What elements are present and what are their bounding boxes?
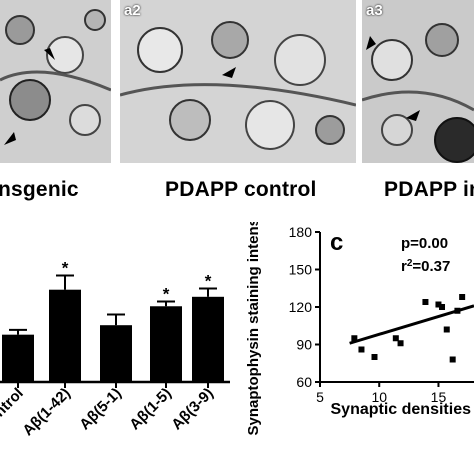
y-tick-label: 150: [289, 262, 313, 278]
panel-tag-a2: a2: [124, 2, 141, 19]
em-texture-transgenic: [0, 0, 111, 163]
em-panel-transgenic: [0, 0, 111, 163]
caption-transgenic: nsgenic: [0, 178, 79, 201]
data-point: [454, 307, 461, 314]
x-tick-label: 5: [316, 389, 324, 405]
caption-pdapp-control: PDAPP control: [165, 178, 317, 201]
bar: [192, 296, 224, 382]
bar: [2, 334, 34, 382]
y-tick-label: 180: [289, 224, 313, 240]
data-point: [397, 340, 404, 347]
scatter-y-axis-label: Synaptophysin staining intensity: [245, 222, 262, 436]
data-point: [392, 335, 399, 342]
bar-chart: ntrol * Aβ(1-42) Aβ(5-1) * Aβ(1-5) * Aβ(3-9): [0, 259, 230, 439]
bar: [150, 306, 182, 382]
x-tick-label: 10: [371, 389, 387, 405]
data-point: [435, 301, 442, 308]
em-texture-pdapp-treated: [362, 0, 474, 163]
bar-category-label: ntrol: [0, 385, 27, 421]
y-tick-label: 60: [296, 374, 312, 390]
data-point: [443, 326, 450, 333]
data-point: [351, 335, 358, 342]
significance-star: *: [205, 272, 212, 291]
trendline: [349, 304, 474, 345]
panel-tag-a3: a3: [366, 2, 383, 19]
bar-category-label: Aβ(1-42): [19, 385, 73, 439]
data-point: [459, 294, 466, 300]
significance-star: *: [62, 259, 69, 278]
em-panel-pdapp-control: a2: [120, 0, 356, 163]
em-texture-pdapp-control: [120, 0, 356, 163]
stat-p-value: p=0.00: [401, 235, 448, 252]
data-point: [449, 356, 456, 363]
y-tick-label: 120: [289, 299, 313, 315]
caption-pdapp-treated: PDAPP in: [384, 178, 474, 201]
em-panel-pdapp-treated: a3: [362, 0, 474, 163]
bar-category-label: Aβ(5-1): [76, 385, 125, 434]
scatter-x-axis-label: Synaptic densities: [331, 401, 472, 418]
panel-label-c: c: [330, 229, 343, 256]
data-point: [422, 299, 429, 305]
bar: [100, 325, 132, 382]
x-tick-label: 15: [431, 389, 447, 405]
data-point: [439, 304, 446, 310]
bar-category-label: Aβ(1-5): [126, 385, 175, 434]
bar-category-label: Aβ(3-9): [168, 385, 217, 434]
data-point: [358, 346, 365, 353]
significance-star: *: [163, 285, 170, 304]
bar: [49, 289, 81, 382]
y-tick-label: 90: [296, 337, 312, 353]
stat-r-squared: r2=0.37: [401, 258, 450, 276]
data-point: [371, 354, 378, 360]
